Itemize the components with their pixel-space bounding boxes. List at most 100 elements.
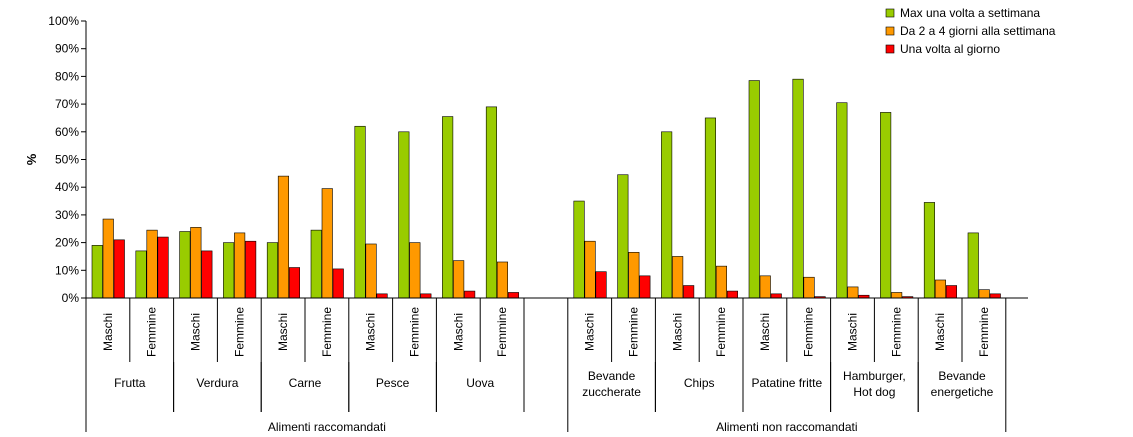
sex-label: Femmine	[495, 307, 509, 357]
bar-1-3-0-1	[847, 286, 859, 299]
bar-1-0-0-2	[595, 271, 607, 299]
sex-label: Maschi	[451, 313, 465, 351]
bar-0-3-0-0	[354, 125, 366, 299]
bar-1-1-0-1	[672, 256, 684, 299]
bar-0-3-0-2	[376, 293, 388, 299]
y-tick-label: 0%	[62, 291, 80, 305]
bar-0-0-1-0	[135, 250, 147, 299]
category-label: Carne	[289, 376, 322, 390]
bar-1-4-0-0	[923, 202, 936, 299]
bar-0-3-1-1	[409, 242, 421, 299]
legend-swatch	[885, 8, 895, 18]
y-tick-label: 40%	[55, 180, 79, 194]
y-tick-label: 60%	[55, 125, 79, 139]
legend-entry: Max una volta a settimana	[900, 6, 1040, 20]
sex-label: Femmine	[408, 307, 422, 357]
y-tick-label: 30%	[55, 208, 79, 222]
bar-0-3-1-2	[420, 293, 432, 299]
bar-0-0-1-1	[146, 229, 158, 299]
y-tick-label: 70%	[55, 97, 79, 111]
bar-0-0-0-0	[91, 245, 103, 299]
sex-label: Femmine	[889, 307, 903, 357]
legend-swatch	[885, 44, 895, 54]
bar-0-1-0-0	[179, 231, 191, 299]
bar-1-4-0-2	[945, 285, 958, 299]
bar-0-4-1-1	[496, 261, 509, 299]
sex-label: Femmine	[145, 307, 159, 357]
group-label: Alimenti raccomandati	[268, 420, 386, 432]
sex-label: Femmine	[977, 307, 991, 357]
y-tick-label: 10%	[55, 263, 79, 277]
category-label: Bevande	[588, 369, 636, 383]
bar-0-2-0-0	[266, 242, 279, 299]
y-tick-label: 20%	[55, 236, 79, 250]
sex-label: Maschi	[189, 313, 203, 351]
category-label: Verdura	[196, 376, 238, 390]
category-label: Frutta	[114, 376, 146, 390]
category-label: Chips	[684, 376, 715, 390]
bar-0-1-0-2	[201, 250, 213, 299]
bar-1-0-1-0	[617, 174, 629, 299]
bar-1-2-1-0	[792, 78, 804, 299]
bar-1-2-0-1	[759, 275, 771, 299]
bar-1-2-1-1	[803, 276, 815, 299]
category-label: Pesce	[376, 376, 410, 390]
sex-label: Maschi	[583, 313, 597, 351]
sex-label: Femmine	[320, 307, 334, 357]
bar-1-2-0-0	[748, 80, 760, 299]
legend-entry: Una volta al giorno	[900, 42, 1000, 56]
legend-swatch	[885, 26, 895, 36]
y-tick-label: 50%	[55, 153, 79, 167]
bar-0-0-0-2	[113, 239, 125, 299]
bar-0-2-1-1	[321, 188, 333, 299]
bar-0-1-1-2	[245, 240, 257, 299]
legend-entry: Da 2 a 4 giorni alla settimana	[900, 24, 1056, 38]
bar-0-0-0-1	[102, 218, 114, 299]
category-label: Bevande	[938, 369, 986, 383]
sex-label: Maschi	[101, 313, 115, 351]
sex-label: Maschi	[276, 313, 290, 351]
bar-0-1-0-1	[190, 227, 202, 299]
bar-0-3-1-0	[398, 131, 410, 299]
y-tick-label: 80%	[55, 69, 79, 83]
bar-1-0-1-1	[628, 251, 640, 299]
bar-1-1-0-2	[683, 285, 695, 299]
bar-1-3-1-0	[880, 112, 892, 299]
bar-1-1-0-0	[661, 131, 673, 299]
sex-label: Femmine	[627, 307, 641, 357]
bar-0-2-0-2	[288, 267, 301, 299]
bar-0-4-0-1	[453, 260, 465, 299]
bar-0-2-1-0	[310, 229, 322, 299]
bar-1-1-1-0	[704, 117, 717, 299]
category-label: zuccherate	[582, 385, 641, 399]
bar-1-1-1-1	[715, 265, 728, 299]
bar-1-0-1-2	[639, 275, 651, 299]
bar-1-3-0-0	[836, 102, 848, 299]
category-label: energetiche	[931, 385, 994, 399]
bar-0-2-1-2	[332, 268, 344, 299]
sex-label: Maschi	[670, 313, 684, 351]
sex-label: Femmine	[802, 307, 816, 357]
bar-1-1-1-2	[726, 290, 739, 299]
bar-1-4-0-1	[934, 279, 947, 299]
category-label: Patatine fritte	[751, 376, 822, 390]
bar-0-4-0-2	[464, 290, 476, 299]
bar-1-2-0-2	[770, 293, 782, 299]
category-label: Hot dog	[853, 385, 895, 399]
y-tick-label: 100%	[48, 14, 79, 28]
bar-0-4-1-0	[485, 106, 498, 299]
bar-1-4-1-0	[967, 232, 979, 299]
bar-0-1-1-1	[234, 232, 246, 299]
sex-label: Maschi	[364, 313, 378, 351]
bar-1-0-0-1	[584, 240, 596, 299]
bar-0-0-1-2	[157, 236, 169, 299]
category-label: Uova	[466, 376, 494, 390]
bar-1-4-1-1	[978, 289, 990, 299]
bar-0-4-1-2	[507, 292, 520, 299]
sex-label: Femmine	[232, 307, 246, 357]
sex-label: Maschi	[846, 313, 860, 351]
category-label: Hamburger,	[843, 369, 906, 383]
sex-label: Maschi	[933, 313, 947, 351]
